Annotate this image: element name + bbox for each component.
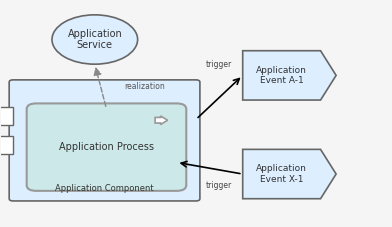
FancyBboxPatch shape xyxy=(0,136,13,154)
Text: Application
Event X-1: Application Event X-1 xyxy=(256,164,307,184)
FancyBboxPatch shape xyxy=(27,104,186,191)
Ellipse shape xyxy=(52,15,138,64)
FancyArrow shape xyxy=(155,116,168,124)
Text: Application Process: Application Process xyxy=(59,142,154,152)
Text: trigger: trigger xyxy=(206,181,232,190)
Text: Application
Event A-1: Application Event A-1 xyxy=(256,66,307,85)
Polygon shape xyxy=(243,51,336,100)
Text: trigger: trigger xyxy=(206,60,232,69)
FancyBboxPatch shape xyxy=(0,107,13,125)
FancyBboxPatch shape xyxy=(9,80,200,201)
Text: realization: realization xyxy=(124,82,165,91)
Text: Application
Service: Application Service xyxy=(67,29,122,50)
Polygon shape xyxy=(243,149,336,199)
Text: Application Component: Application Component xyxy=(55,184,154,193)
